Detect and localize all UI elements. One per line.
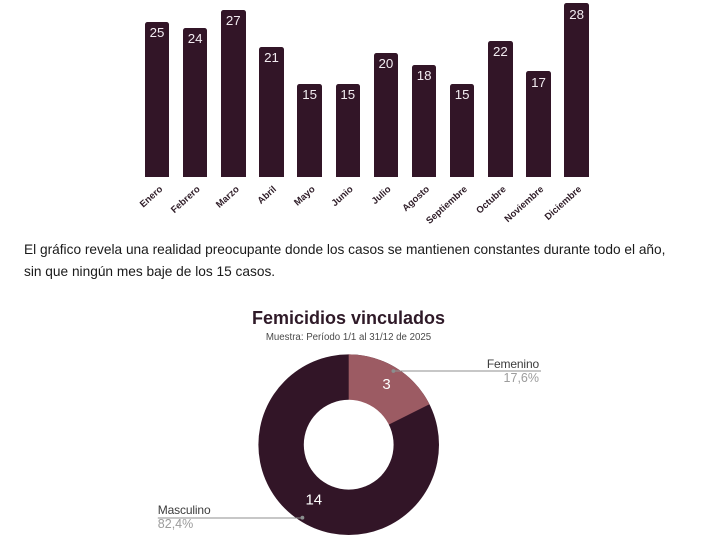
svg-text:14: 14 <box>305 492 322 509</box>
svg-text:3: 3 <box>382 376 390 393</box>
